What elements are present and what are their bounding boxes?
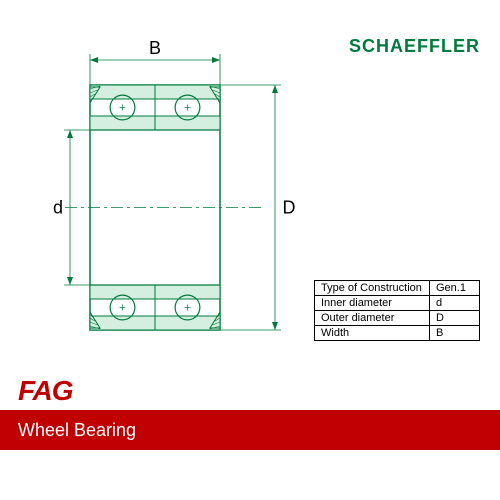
brand-schaeffler: SCHAEFFLER [349, 36, 480, 57]
svg-text:d: d [53, 198, 63, 218]
spec-label: Type of Construction [315, 281, 430, 296]
spec-label: Inner diameter [315, 296, 430, 311]
spec-label: Width [315, 326, 430, 341]
brand-fag: FAG [18, 375, 73, 407]
spec-value: d [430, 296, 480, 311]
footer-bar: Wheel Bearing [0, 410, 500, 450]
spec-value: Gen.1 [430, 281, 480, 296]
spec-row: WidthB [315, 326, 480, 341]
spec-row: Inner diameterd [315, 296, 480, 311]
spec-label: Outer diameter [315, 311, 430, 326]
svg-text:B: B [149, 38, 161, 58]
svg-text:D: D [283, 198, 296, 218]
spec-table: Type of ConstructionGen.1Inner diameterd… [314, 280, 480, 341]
spec-value: D [430, 311, 480, 326]
spec-value: B [430, 326, 480, 341]
footer-text: Wheel Bearing [18, 420, 136, 441]
spec-row: Type of ConstructionGen.1 [315, 281, 480, 296]
spec-row: Outer diameterD [315, 311, 480, 326]
